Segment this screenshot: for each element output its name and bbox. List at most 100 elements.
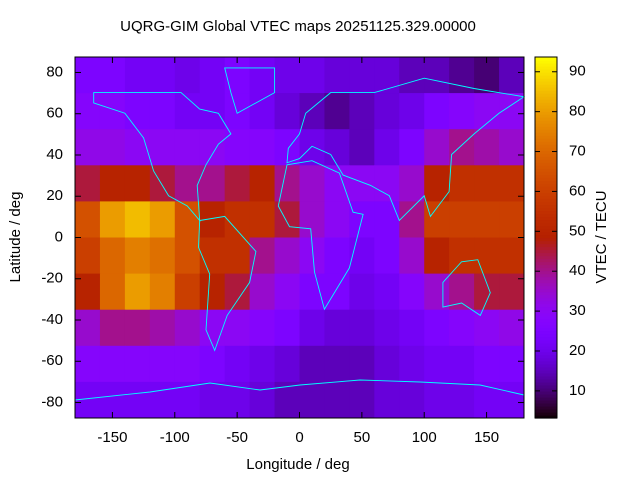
colorbar-tick-label: 20	[569, 342, 586, 359]
heatmap-cell	[149, 273, 176, 311]
heatmap-cell	[324, 129, 350, 166]
colorbar-step	[535, 129, 557, 133]
coastlines	[74, 67, 526, 401]
colorbar-step	[535, 375, 557, 380]
heatmap-cell	[99, 345, 126, 383]
heatmap-cell	[324, 57, 350, 94]
heatmap-cell	[124, 273, 151, 311]
heatmap-cell	[424, 309, 450, 347]
colorbar-tick-label: 50	[569, 222, 586, 239]
heatmap-cell	[349, 309, 375, 347]
colorbar-step	[535, 159, 557, 163]
heatmap-cell	[99, 129, 126, 166]
colorbar-step	[535, 114, 557, 118]
heatmap-cell	[424, 237, 450, 275]
y-tick-label: 60	[46, 105, 63, 122]
heatmap-cell	[224, 129, 251, 166]
heatmap-cell	[249, 345, 276, 383]
heatmap-cell	[474, 237, 500, 275]
colorbar-step	[535, 381, 557, 386]
colorbar-step	[535, 150, 557, 154]
colorbar-step	[535, 297, 557, 302]
heatmap-cell	[399, 345, 425, 383]
colorbar-tick-label: 40	[569, 262, 586, 279]
colorbar-step	[535, 177, 557, 181]
colorbar-step	[535, 390, 557, 395]
heatmap-cell	[199, 165, 226, 202]
heatmap-cell	[299, 309, 325, 347]
heatmap-cell	[399, 237, 425, 275]
colorbar-step	[535, 360, 557, 365]
y-tick-label: 20	[46, 187, 63, 204]
colorbar-step	[535, 393, 557, 398]
heatmap-cell	[474, 57, 500, 94]
colorbar-step	[535, 174, 557, 178]
heatmap-cell	[274, 237, 300, 275]
heatmap-cell	[174, 201, 201, 238]
y-tick-label: 80	[46, 63, 63, 80]
heatmap-cell	[149, 381, 176, 419]
coastline	[286, 77, 526, 222]
heatmap-cell	[449, 165, 475, 202]
colorbar-step	[535, 210, 557, 215]
colorbar-step	[535, 339, 557, 344]
x-tick-label: 150	[474, 429, 499, 446]
colorbar-step	[535, 84, 557, 88]
heatmap-cell	[224, 165, 251, 202]
heatmap-cell	[124, 201, 151, 238]
heatmap-cell	[324, 201, 350, 238]
heatmap-cell	[299, 93, 325, 130]
heatmap-cell	[224, 93, 251, 130]
heatmap-cell	[299, 129, 325, 166]
heatmap-cell	[274, 57, 300, 94]
colorbar-step	[535, 219, 557, 224]
heatmap-cell	[75, 129, 101, 166]
colorbar-step	[535, 255, 557, 260]
colorbar-step	[535, 354, 557, 359]
y-tick-label: -20	[41, 270, 63, 287]
heatmap-cell	[75, 237, 101, 275]
heatmap-cell	[474, 309, 500, 347]
coastline	[93, 92, 232, 222]
colorbar-step	[535, 57, 557, 61]
colorbar-step	[535, 168, 557, 172]
colorbar-step	[535, 192, 557, 196]
heatmap-cell	[399, 309, 425, 347]
colorbar-step	[535, 225, 557, 230]
heatmap-cell	[424, 129, 450, 166]
colorbar-tick-label: 70	[569, 143, 586, 160]
heatmap-cell	[349, 237, 375, 275]
colorbar-step	[535, 213, 557, 218]
colorbar-step	[535, 402, 557, 407]
heatmap-cell	[124, 57, 151, 94]
heatmap-cell	[449, 129, 475, 166]
colorbar-step	[535, 312, 557, 317]
heatmap-cell	[374, 93, 400, 130]
x-tick-label: -50	[226, 429, 248, 446]
heatmap-cell	[75, 273, 101, 311]
heatmap-cell	[299, 165, 325, 202]
colorbar-step	[535, 207, 557, 212]
heatmap-cell	[199, 345, 226, 383]
colorbar-step	[535, 69, 557, 73]
colorbar-tick-label: 10	[569, 382, 586, 399]
heatmap-cell	[499, 237, 525, 275]
heatmap-cell	[199, 381, 226, 419]
colorbar-step	[535, 273, 557, 278]
heatmap-cell	[249, 273, 276, 311]
colorbar-step	[535, 318, 557, 323]
heatmap	[75, 57, 525, 419]
heatmap-cell	[424, 345, 450, 383]
colorbar-step	[535, 321, 557, 326]
y-tick-label: -40	[41, 311, 63, 328]
heatmap-cell	[75, 309, 101, 347]
colorbar-step	[535, 165, 557, 169]
heatmap-cell	[374, 381, 400, 419]
heatmap-cell	[499, 201, 525, 238]
coastline	[442, 259, 491, 317]
colorbar-step	[535, 78, 557, 82]
colorbar-step	[535, 342, 557, 347]
heatmap-cell	[199, 237, 226, 275]
colorbar-tick-label: 30	[569, 302, 586, 319]
